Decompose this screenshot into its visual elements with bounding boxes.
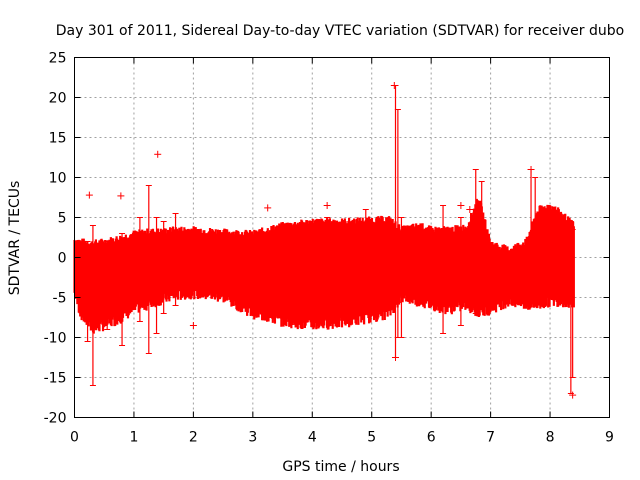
outlier-point xyxy=(527,166,535,173)
outlier-point xyxy=(564,217,572,225)
x-tick-label: 5 xyxy=(367,430,376,446)
outlier-point xyxy=(154,150,162,158)
outlier-point xyxy=(264,204,272,212)
x-tick-label: 0 xyxy=(70,430,79,446)
x-tick-label: 7 xyxy=(486,430,495,446)
x-tick-label: 9 xyxy=(605,430,614,446)
x-axis-label: GPS time / hours xyxy=(282,459,399,475)
y-tick-label: 20 xyxy=(49,91,67,107)
x-tick-label: 4 xyxy=(308,430,317,446)
y-tick-label: -10 xyxy=(44,331,67,347)
y-tick-label: -15 xyxy=(44,371,67,387)
outlier-point xyxy=(189,322,197,329)
plot-frame xyxy=(74,57,610,418)
x-tick-label: 2 xyxy=(189,430,198,446)
y-tick-label: 10 xyxy=(49,171,67,187)
outlier-point xyxy=(117,192,125,200)
outlier-point xyxy=(85,191,93,199)
axis-ticks: 0 1 2 3 4 5 6 7 8 9 -20 -15 -10 -5 0 5 10 15 20 25 xyxy=(44,51,614,446)
x-tick-label: 1 xyxy=(129,430,138,446)
data-series xyxy=(73,82,577,399)
outlier-point xyxy=(323,202,331,209)
outlier-point xyxy=(457,202,465,209)
y-tick-label: 0 xyxy=(58,251,67,267)
y-tick-label: 5 xyxy=(58,211,67,227)
y-tick-label: -20 xyxy=(44,411,67,427)
y-tick-label: -5 xyxy=(53,291,67,307)
outlier-point xyxy=(569,391,577,399)
outlier-point xyxy=(392,354,399,361)
x-tick-label: 6 xyxy=(427,430,436,446)
y-tick-label: 25 xyxy=(49,51,67,67)
x-tick-label: 3 xyxy=(248,430,257,446)
chart-title: Day 301 of 2011, Sidereal Day-to-day VTE… xyxy=(56,23,624,39)
outlier-point xyxy=(466,206,474,213)
x-tick-label: 8 xyxy=(546,430,555,446)
y-axis-label: SDTVAR / TECUs xyxy=(7,181,23,296)
y-tick-label: 15 xyxy=(49,131,67,147)
outlier-point xyxy=(390,82,398,89)
